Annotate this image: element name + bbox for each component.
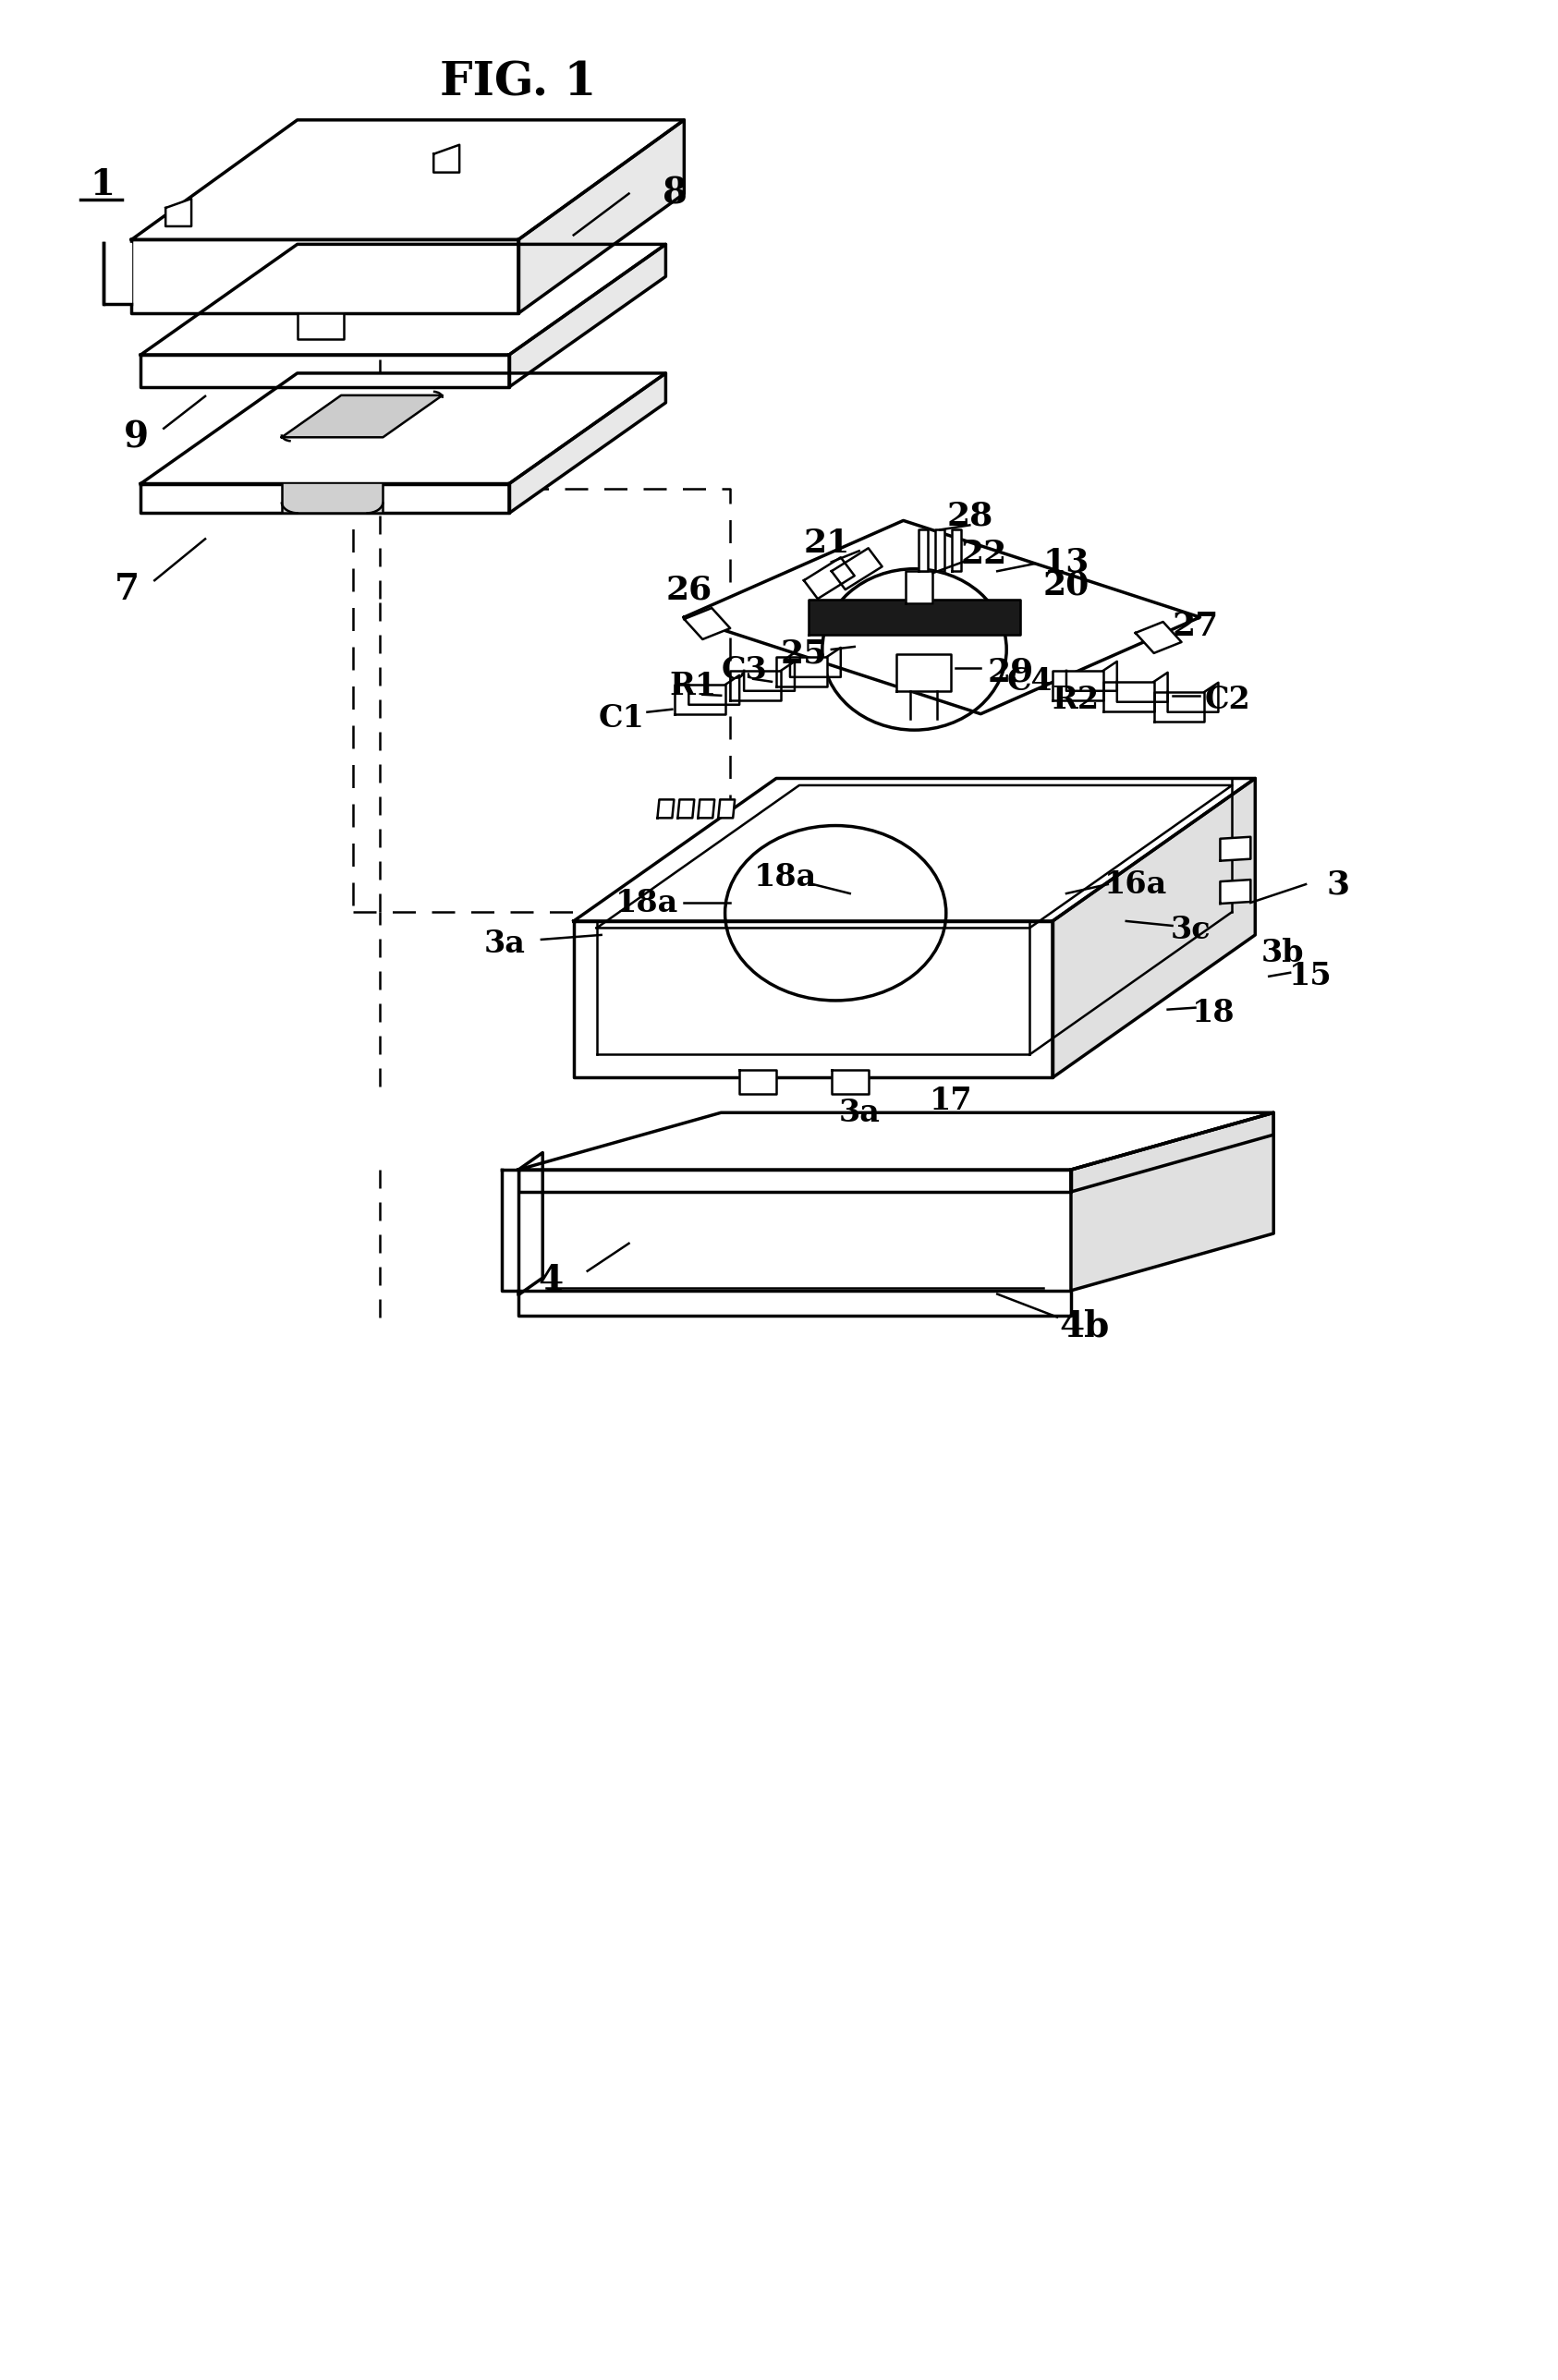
Polygon shape — [140, 374, 665, 483]
Polygon shape — [657, 800, 675, 819]
Polygon shape — [1053, 778, 1256, 1078]
Polygon shape — [1070, 1111, 1273, 1192]
Text: 21: 21 — [804, 528, 851, 559]
Polygon shape — [1053, 671, 1103, 700]
Text: 3b: 3b — [1262, 938, 1304, 969]
Text: 18a: 18a — [615, 888, 679, 919]
Text: C1: C1 — [598, 702, 645, 733]
Polygon shape — [832, 547, 882, 590]
Polygon shape — [509, 245, 665, 388]
Polygon shape — [809, 600, 1020, 635]
Text: 15: 15 — [1288, 962, 1332, 992]
Text: 4b: 4b — [1059, 1309, 1109, 1345]
Polygon shape — [131, 240, 519, 314]
Polygon shape — [678, 800, 695, 819]
Polygon shape — [282, 395, 442, 438]
Text: 7: 7 — [114, 571, 139, 607]
Text: 1: 1 — [89, 167, 115, 202]
Polygon shape — [740, 1071, 776, 1095]
Text: 27: 27 — [1172, 612, 1218, 643]
Polygon shape — [104, 243, 131, 305]
Polygon shape — [935, 531, 944, 571]
Text: 3: 3 — [1326, 869, 1349, 900]
Text: 18a: 18a — [754, 862, 816, 892]
Polygon shape — [298, 314, 343, 338]
Text: C3: C3 — [721, 655, 767, 685]
Polygon shape — [832, 1071, 868, 1095]
Polygon shape — [1220, 838, 1251, 862]
Text: 4: 4 — [538, 1264, 562, 1297]
Polygon shape — [952, 531, 961, 571]
Text: 18: 18 — [1192, 997, 1235, 1028]
Polygon shape — [509, 374, 665, 514]
Polygon shape — [1103, 681, 1154, 712]
Polygon shape — [698, 800, 715, 819]
Polygon shape — [140, 483, 509, 514]
Polygon shape — [573, 921, 1053, 1078]
Polygon shape — [282, 483, 383, 514]
Polygon shape — [165, 198, 192, 226]
Text: 8: 8 — [662, 176, 687, 212]
Polygon shape — [1154, 693, 1204, 721]
Polygon shape — [519, 119, 684, 314]
Polygon shape — [684, 521, 1200, 714]
Ellipse shape — [823, 569, 1006, 731]
Text: 28: 28 — [946, 500, 992, 531]
Polygon shape — [919, 531, 929, 571]
Polygon shape — [502, 1169, 519, 1290]
Polygon shape — [140, 245, 665, 355]
Text: C4: C4 — [1006, 666, 1053, 697]
Text: 25: 25 — [781, 638, 827, 669]
Text: 3a: 3a — [485, 928, 525, 959]
Polygon shape — [1070, 1111, 1273, 1290]
Polygon shape — [140, 355, 509, 388]
Text: R2: R2 — [1052, 685, 1100, 716]
Text: 3a: 3a — [838, 1097, 880, 1128]
Polygon shape — [573, 778, 1256, 921]
Text: 22: 22 — [960, 538, 1006, 571]
Polygon shape — [718, 800, 735, 819]
Polygon shape — [131, 119, 684, 240]
Polygon shape — [433, 145, 460, 171]
Text: R1: R1 — [670, 671, 717, 702]
Text: 29: 29 — [988, 657, 1035, 688]
Polygon shape — [519, 1111, 1273, 1169]
Polygon shape — [804, 557, 854, 600]
Text: 9: 9 — [123, 421, 148, 455]
Text: 26: 26 — [665, 574, 712, 605]
Polygon shape — [896, 655, 952, 690]
Text: 17: 17 — [930, 1085, 972, 1116]
Polygon shape — [675, 685, 726, 714]
Polygon shape — [905, 571, 933, 605]
Text: 20: 20 — [1044, 569, 1089, 600]
Polygon shape — [776, 657, 827, 685]
Polygon shape — [731, 671, 781, 700]
Polygon shape — [519, 1290, 1070, 1316]
Polygon shape — [1220, 881, 1251, 904]
Polygon shape — [519, 1152, 542, 1295]
Polygon shape — [519, 1169, 1070, 1192]
Polygon shape — [684, 607, 731, 640]
Text: 16a: 16a — [1105, 869, 1167, 900]
Text: C2: C2 — [1204, 685, 1251, 716]
Polygon shape — [1136, 621, 1181, 652]
Text: 13: 13 — [1044, 547, 1089, 578]
Text: 3c: 3c — [1170, 914, 1211, 945]
Text: FIG. 1: FIG. 1 — [439, 60, 597, 105]
